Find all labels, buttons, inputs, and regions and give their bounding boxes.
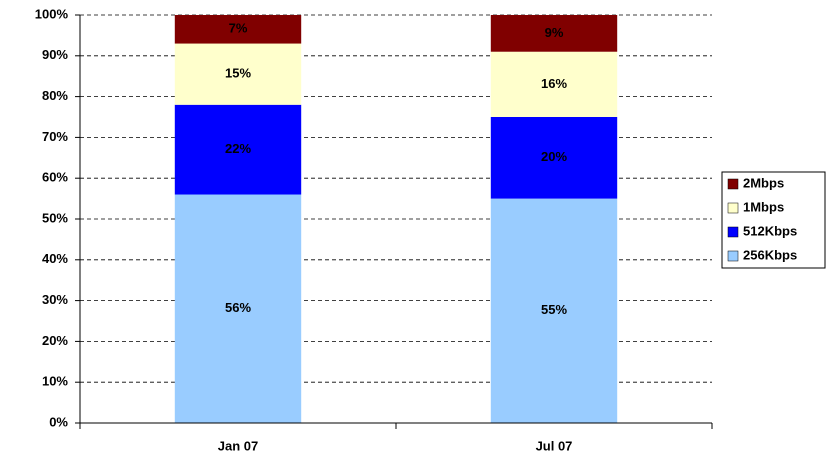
bar-segment <box>490 198 618 423</box>
data-label: 56% <box>225 300 251 315</box>
legend-swatch <box>727 226 739 238</box>
legend-label: 1Mbps <box>743 199 784 214</box>
data-label: 20% <box>541 149 567 164</box>
legend-swatch <box>727 250 739 262</box>
y-tick-label: 0% <box>49 414 68 429</box>
legend-swatch <box>727 178 739 190</box>
legend-swatch <box>727 202 739 214</box>
data-label: 16% <box>541 76 567 91</box>
y-tick-label: 50% <box>42 210 68 225</box>
y-tick-label: 10% <box>42 374 68 389</box>
data-label: 9% <box>545 25 564 40</box>
y-tick-label: 20% <box>42 333 68 348</box>
bar-segment <box>490 51 618 117</box>
bar-segment <box>174 43 302 105</box>
bar-segment <box>490 117 618 199</box>
data-label: 22% <box>225 141 251 156</box>
y-tick-label: 40% <box>42 251 68 266</box>
legend-box <box>721 171 826 269</box>
x-tick-label: Jul 07 <box>536 438 573 453</box>
data-label: 7% <box>229 21 248 36</box>
bar-segment <box>490 15 618 52</box>
bar-segment <box>174 15 302 44</box>
data-label: 55% <box>541 302 567 317</box>
y-tick-label: 100% <box>35 6 69 21</box>
y-tick-label: 70% <box>42 129 68 144</box>
y-tick-label: 90% <box>42 47 68 62</box>
legend-label: 2Mbps <box>743 175 784 190</box>
y-tick-label: 30% <box>42 292 68 307</box>
bar-segment <box>174 104 302 195</box>
data-label: 15% <box>225 66 251 81</box>
y-tick-label: 60% <box>42 170 68 185</box>
x-tick-label: Jan 07 <box>218 438 258 453</box>
bar-segment <box>174 194 302 423</box>
y-tick-label: 80% <box>42 88 68 103</box>
legend-label: 256Kbps <box>743 247 797 262</box>
legend-label: 512Kbps <box>743 223 797 238</box>
